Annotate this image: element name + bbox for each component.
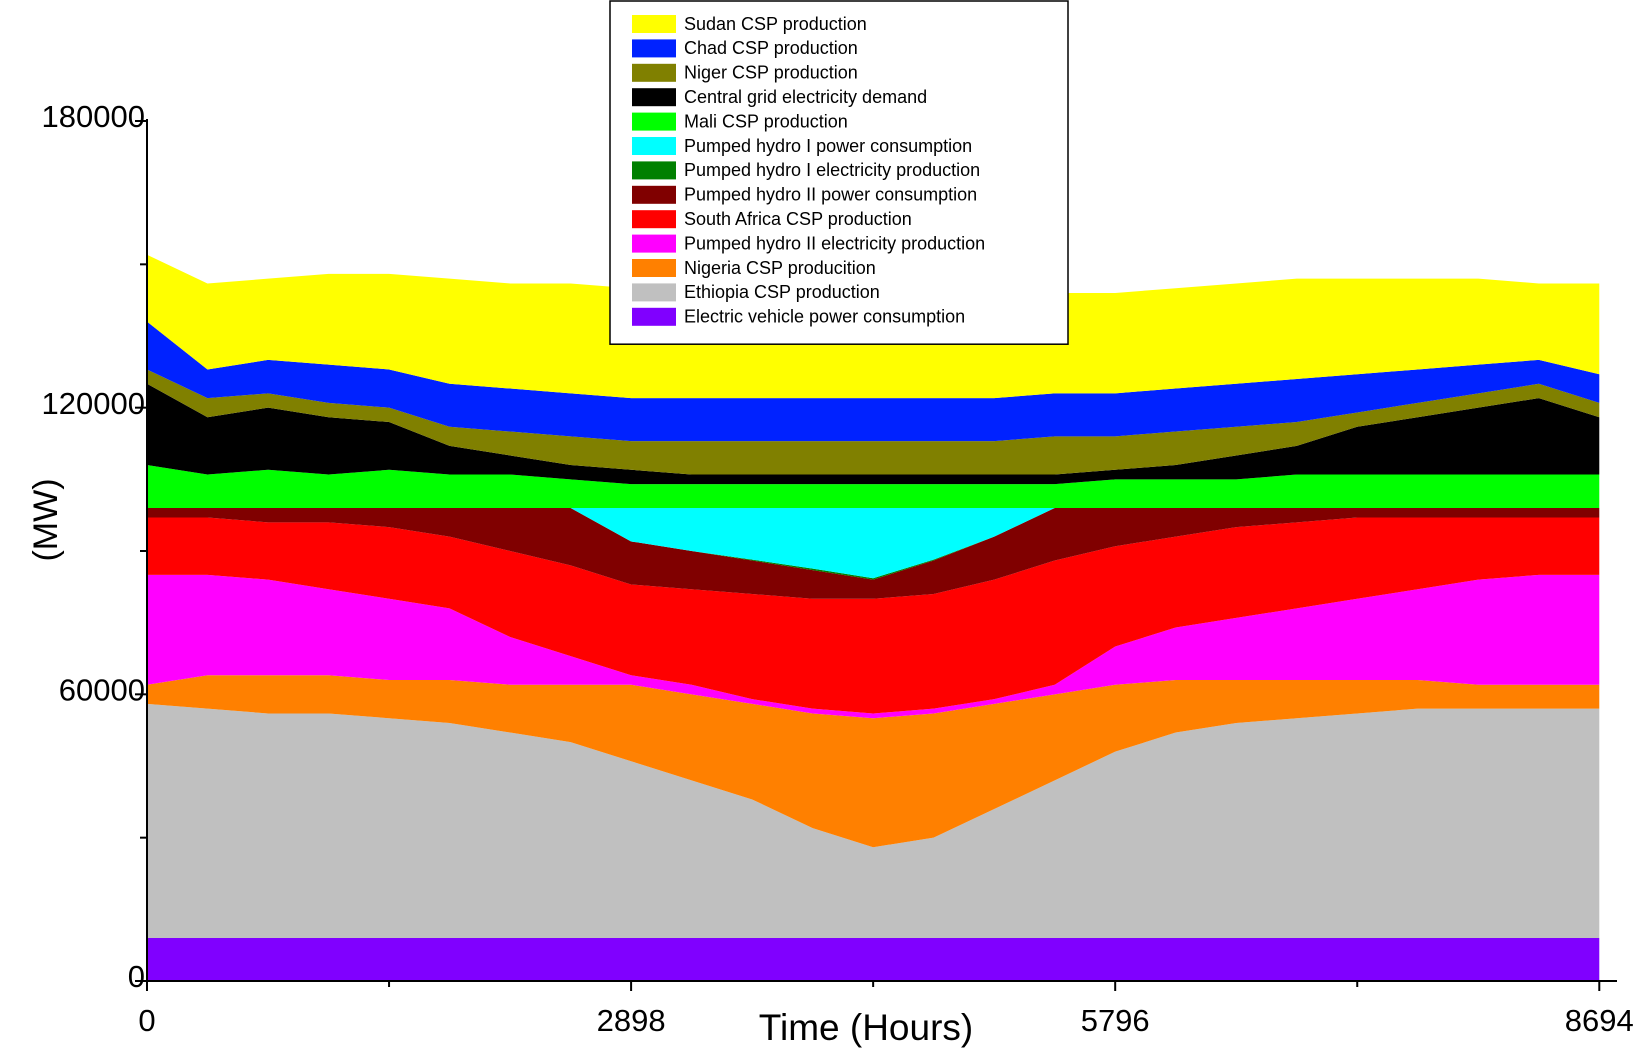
y-axis-label: (MW) — [27, 478, 65, 561]
legend-label: Nigeria CSP producition — [684, 258, 876, 278]
legend-swatch — [632, 112, 676, 131]
legend-swatch — [632, 15, 676, 33]
legend-swatch — [632, 161, 676, 180]
y-tick-label: 180000 — [42, 99, 145, 134]
legend-label: Electric vehicle power consumption — [684, 307, 965, 327]
x-axis-label: Time (Hours) — [759, 1007, 973, 1048]
legend-label: Niger CSP production — [684, 63, 858, 83]
area — [147, 508, 1600, 599]
legend-swatch — [632, 88, 676, 107]
y-tick-label: 60000 — [59, 673, 145, 708]
area — [147, 383, 1600, 485]
plot-area — [147, 254, 1600, 981]
y-tick-label: 0 — [128, 959, 145, 994]
legend-swatch — [632, 137, 676, 155]
area — [147, 369, 1600, 475]
x-tick-label: 0 — [138, 1003, 155, 1038]
area — [147, 675, 1600, 848]
area — [147, 574, 1600, 719]
legend-label: Pumped hydro II electricity production — [684, 233, 985, 253]
x-tick-label: 8694 — [1565, 1003, 1634, 1038]
legend-swatch — [632, 307, 676, 326]
legend-box — [609, 0, 1069, 345]
legend-label: Pumped hydro II power consumption — [684, 185, 977, 205]
legend-swatch — [632, 283, 676, 302]
area — [147, 321, 1600, 442]
legend-swatch — [632, 210, 676, 229]
area — [147, 508, 1600, 579]
area — [147, 517, 1600, 714]
x-tick-label: 5796 — [1081, 1003, 1150, 1038]
legend-swatch — [632, 185, 676, 204]
y-tick-label: 120000 — [42, 386, 145, 421]
legend-swatch — [632, 259, 676, 277]
legend-label: Ethiopia CSP production — [684, 282, 880, 302]
legend-label: Pumped hydro I power consumption — [684, 136, 972, 156]
legend-label: Chad CSP production — [684, 38, 858, 58]
legend-label: Mali CSP production — [684, 111, 848, 131]
legend-swatch — [632, 234, 676, 253]
area — [147, 703, 1600, 938]
legend-label: South Africa CSP production — [684, 209, 912, 229]
legend-swatch — [632, 39, 676, 58]
area — [147, 465, 1600, 508]
legend-label: Pumped hydro I electricity production — [684, 160, 980, 180]
legend-label: Sudan CSP production — [684, 14, 867, 34]
legend-label: Central grid electricity demand — [684, 87, 927, 107]
x-tick-label: 2898 — [597, 1003, 666, 1038]
area — [147, 938, 1600, 981]
legend-swatch — [632, 63, 676, 82]
